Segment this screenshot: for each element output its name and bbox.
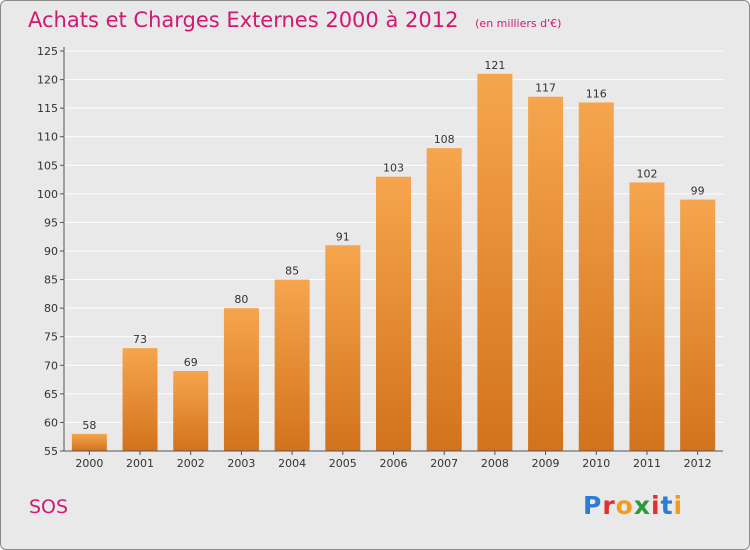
proxiti-logo: Proxiti [583,491,683,520]
data-label-2008: 121 [484,59,505,72]
data-label-2002: 69 [184,356,198,369]
logo-letter: x [633,491,651,520]
bars: 58 73 69 80 85 91 103 108 121 117 116 102 99 [71,59,716,451]
x-tick-label-2009: 2009 [532,457,560,470]
bar-2000 [71,433,107,451]
data-label-2006: 103 [383,162,404,175]
x-tick-label-2001: 2001 [126,457,154,470]
x-tick-label-2010: 2010 [582,457,610,470]
y-tick-label: 75 [44,331,58,344]
unit-note: (en milliers d'€) [475,17,562,30]
x-tick-label-2007: 2007 [430,457,458,470]
chart-title-text: Achats et Charges Externes 2000 à 2012 [28,8,459,32]
x-tick-label-2000: 2000 [75,457,103,470]
bar-2004 [274,279,310,451]
bar-2003 [223,308,259,451]
data-label-2012: 99 [691,185,705,198]
y-tick-label: 120 [37,74,58,87]
chart-title: Achats et Charges Externes 2000 à 2012 (… [28,8,561,32]
axes: 55 60 65 70 75 80 85 90 95 100 105 110 115 120 125 2000… [37,45,723,470]
x-tick-label-2006: 2006 [380,457,408,470]
bar-2009 [528,96,564,451]
x-tick-label-2012: 2012 [684,457,712,470]
y-tick-label: 60 [44,416,58,429]
data-label-2003: 80 [234,293,248,306]
logo-letter: i [651,491,661,520]
y-tick-label: 85 [44,274,58,287]
x-tick-label-2004: 2004 [278,457,306,470]
y-tick-label: 90 [44,245,58,258]
bar-2011 [629,182,665,451]
x-tick-label-2002: 2002 [177,457,205,470]
x-tick-label-2011: 2011 [633,457,661,470]
x-tick-label-2008: 2008 [481,457,509,470]
y-tick-label: 95 [44,216,58,229]
logo-letter: r [602,491,616,520]
logo-letter: i [673,491,684,520]
bar-2001 [122,348,158,451]
y-tick-label: 110 [37,131,58,144]
bar-2007 [426,148,462,451]
data-label-2009: 117 [535,82,556,95]
y-tick-label: 105 [37,159,58,172]
data-label-2005: 91 [336,230,350,243]
y-tick-label: 70 [44,359,58,372]
data-label-2000: 58 [82,419,96,432]
data-label-2007: 108 [434,133,455,146]
location-label: SOS [29,496,69,518]
logo-letter: P [583,491,603,520]
data-label-2001: 73 [133,333,147,346]
bar-2002 [173,371,209,451]
bar-2005 [325,245,361,451]
bar-2008 [477,73,513,451]
y-tick-label: 65 [44,388,58,401]
x-tick-label-2003: 2003 [227,457,255,470]
y-tick-label: 115 [37,102,58,115]
logo-letter: t [660,491,674,520]
y-tick-label: 80 [44,302,58,315]
data-label-2010: 116 [586,87,607,100]
y-tick-label: 55 [44,445,58,458]
bar-2006 [376,176,411,451]
y-tick-label: 125 [37,45,58,58]
logo-letter: o [615,491,634,520]
y-tick-label: 100 [37,188,58,201]
data-label-2004: 85 [285,265,299,278]
bar-2010 [578,102,614,451]
bar-2012 [680,199,716,451]
data-label-2011: 102 [636,167,657,180]
x-tick-label-2005: 2005 [329,457,357,470]
